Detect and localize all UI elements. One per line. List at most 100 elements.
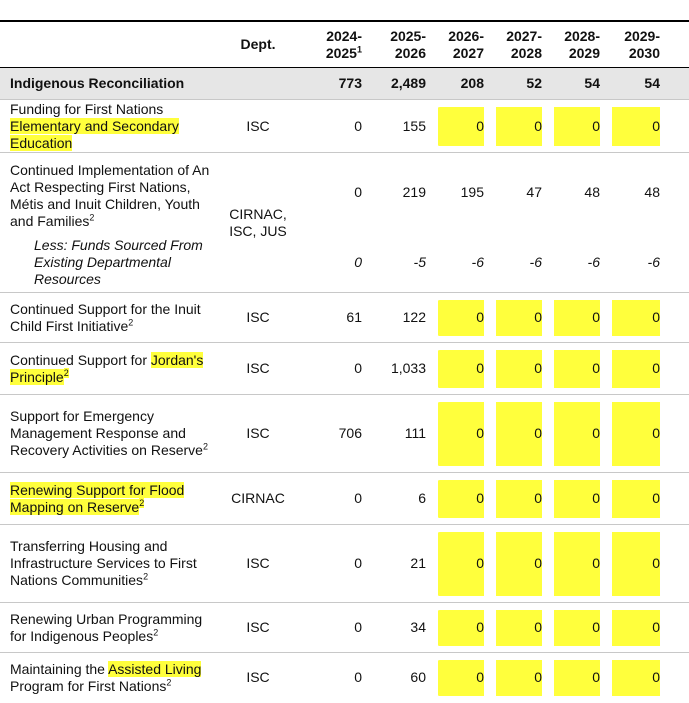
value-cell: 122 [368, 292, 432, 343]
value: 0 [652, 309, 660, 325]
value: 0 [354, 555, 362, 571]
value: 0 [592, 425, 600, 441]
data-row: Maintaining the Assisted Living Program … [0, 652, 689, 703]
value-cell: 0 [300, 524, 368, 603]
value-cell: 706 [300, 394, 368, 473]
value-cell: 0 [490, 99, 548, 153]
value-cell: 0 [490, 652, 548, 703]
value: -6 [647, 253, 660, 270]
section-row: Indigenous Reconciliation 773 2,489 208 52 54… [0, 67, 689, 100]
value: 0 [354, 490, 362, 506]
footnote-mark: 2 [63, 367, 69, 378]
value: 0 [592, 555, 600, 571]
value-cell: 54 [606, 67, 689, 100]
footnote-mark: 2 [139, 497, 145, 508]
dept-cell [216, 67, 300, 100]
row-label: Transferring Housing and Infrastructure … [0, 524, 216, 603]
label-text: Assisted Living [108, 660, 202, 677]
value-cell: 155 [368, 99, 432, 153]
value-cell: -6 [432, 233, 490, 293]
dept-cell: ISC [216, 602, 300, 653]
value-cell: 0 [548, 524, 606, 603]
dept-cell: ISC [216, 292, 300, 343]
value: 0 [534, 360, 542, 376]
label-text: Elementary and Secondary Education [10, 117, 179, 151]
value: 773 [338, 75, 362, 91]
value: 0 [534, 669, 542, 686]
value-cell: 21 [368, 524, 432, 603]
value-cell: 0 [300, 342, 368, 395]
value: 0 [652, 425, 660, 441]
value-cell: 111 [368, 394, 432, 473]
value-cell: 0 [432, 342, 490, 395]
budget-table: Dept. 2024-20251 2025-2026 2026-2027 2027-20… [0, 20, 689, 703]
value: 111 [404, 425, 426, 441]
section-label: Indigenous Reconciliation [0, 67, 216, 100]
value: 6 [418, 490, 426, 506]
row-label: Renewing Support for Flood Mapping on Re… [0, 472, 216, 525]
value-cell: 0 [300, 99, 368, 153]
label-text: Renewing Urban Programming for Indigenou… [10, 610, 203, 644]
data-row: Support for Emergency Management Respons… [0, 394, 689, 473]
value-cell: 0 [548, 342, 606, 395]
value: 208 [460, 75, 484, 91]
value: 155 [402, 117, 426, 134]
value-cell: -5 [368, 233, 432, 293]
value-cell: 48 [548, 152, 606, 233]
footnote-mark: 2 [202, 441, 208, 452]
column-header: Dept. [216, 20, 300, 68]
row-label: Less: Funds Sourced From Existing Depart… [34, 236, 203, 287]
value-cell: -6 [606, 233, 689, 293]
label-text: Renewing Support for Flood Mapping on Re… [10, 481, 185, 515]
value: 0 [592, 669, 600, 686]
value-cell: 1,033 [368, 342, 432, 395]
dept-cell: ISC [216, 342, 300, 395]
footnote-mark: 2 [143, 571, 149, 582]
value: 34 [410, 619, 426, 635]
value: 0 [534, 309, 542, 325]
row-label: Support for Emergency Management Respons… [0, 394, 216, 473]
value: 0 [354, 117, 362, 134]
value: 0 [476, 619, 484, 635]
value: 48 [584, 184, 600, 201]
row-label: Funding for First Nations Elementary and… [0, 99, 216, 153]
header-text: 2028-2029 [564, 27, 600, 61]
value: 0 [534, 425, 542, 441]
row-label: Continued Implementation of An Act Respe… [0, 152, 216, 233]
label-text: Maintaining the [10, 660, 109, 677]
value: -5 [413, 253, 426, 270]
value: 2,489 [390, 75, 426, 91]
value-cell: 0 [300, 472, 368, 525]
dept-cell: CIRNAC [216, 472, 300, 525]
value-cell: 0 [548, 394, 606, 473]
value: 706 [338, 425, 362, 441]
value-cell: 208 [432, 67, 490, 100]
value: 0 [476, 555, 484, 571]
value-cell: 2,489 [368, 67, 432, 100]
value-cell: 0 [432, 99, 490, 153]
label-text: Continued Implementation of An Act Respe… [10, 161, 210, 229]
value-cell: 195 [432, 152, 490, 233]
value: 61 [346, 309, 362, 325]
footnote-mark: 2 [89, 212, 95, 223]
value-cell: 0 [548, 292, 606, 343]
data-row: Renewing Support for Flood Mapping on Re… [0, 472, 689, 525]
value: 219 [402, 184, 426, 201]
value-cell: 0 [432, 524, 490, 603]
data-row: Transferring Housing and Infrastructure … [0, 524, 689, 603]
value: 0 [592, 309, 600, 325]
label-text: Program for First Nations [10, 677, 167, 694]
table-body: Indigenous Reconciliation 773 2,489 208 52 54… [0, 67, 689, 703]
value: -6 [529, 253, 542, 270]
footnote-mark: 1 [356, 43, 362, 54]
value: 0 [354, 619, 362, 635]
column-header: 2028-2029 [548, 20, 606, 68]
value: 21 [410, 555, 426, 571]
header-text: Dept. [240, 36, 276, 52]
row-label: Continued Support for the Inuit Child Fi… [0, 292, 216, 343]
value-cell: -6 [490, 233, 548, 293]
value: 0 [476, 425, 484, 441]
column-header: 2024-20251 [300, 20, 368, 68]
value-cell: 6 [368, 472, 432, 525]
value-cell: 0 [490, 524, 548, 603]
